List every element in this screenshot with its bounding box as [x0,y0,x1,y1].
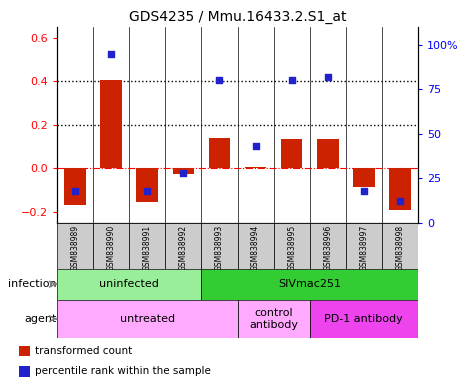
Bar [19,366,30,377]
Point [180,170,187,176]
Point [396,198,404,204]
Bar [100,80,122,168]
Bar [274,223,310,269]
Point [216,77,223,83]
Text: PD-1 antibody: PD-1 antibody [324,314,403,324]
Point [71,188,79,194]
Text: SIVmac251: SIVmac251 [278,279,341,289]
Bar [238,223,274,269]
Point [107,51,115,57]
Bar [382,223,418,269]
Point [252,143,259,149]
Bar [201,269,418,300]
Point [143,188,151,194]
Text: untreated: untreated [120,314,175,324]
Text: GSM838989: GSM838989 [71,225,79,271]
Bar [57,300,238,338]
Bar [19,346,30,356]
Point [288,77,295,83]
Text: uninfected: uninfected [99,279,159,289]
Text: GSM838994: GSM838994 [251,225,260,271]
Bar [353,168,375,187]
Bar [93,223,129,269]
Bar [57,269,201,300]
Bar [310,223,346,269]
Bar [64,168,86,205]
Bar [346,223,382,269]
Bar [245,167,266,168]
Point [324,74,332,80]
Text: GSM838993: GSM838993 [215,225,224,271]
Bar [281,139,303,168]
Bar [201,223,238,269]
Text: GSM838991: GSM838991 [143,225,152,271]
Text: GSM838997: GSM838997 [360,225,368,271]
Bar [129,223,165,269]
Bar [209,138,230,168]
Text: GSM838992: GSM838992 [179,225,188,271]
Text: GSM838996: GSM838996 [323,225,332,271]
Title: GDS4235 / Mmu.16433.2.S1_at: GDS4235 / Mmu.16433.2.S1_at [129,10,346,25]
Text: agent: agent [24,314,56,324]
Point [360,188,368,194]
Text: GSM838998: GSM838998 [396,225,404,271]
Text: transformed count: transformed count [35,346,133,356]
Bar [165,223,201,269]
Bar [389,168,411,210]
Text: infection: infection [8,279,56,289]
Bar [57,223,93,269]
Bar [136,168,158,202]
Text: GSM838995: GSM838995 [287,225,296,271]
Bar [310,300,418,338]
Text: GSM838990: GSM838990 [107,225,115,271]
Text: percentile rank within the sample: percentile rank within the sample [35,366,211,376]
Bar [317,139,339,168]
Bar [238,300,310,338]
Bar [172,168,194,174]
Text: control
antibody: control antibody [249,308,298,329]
